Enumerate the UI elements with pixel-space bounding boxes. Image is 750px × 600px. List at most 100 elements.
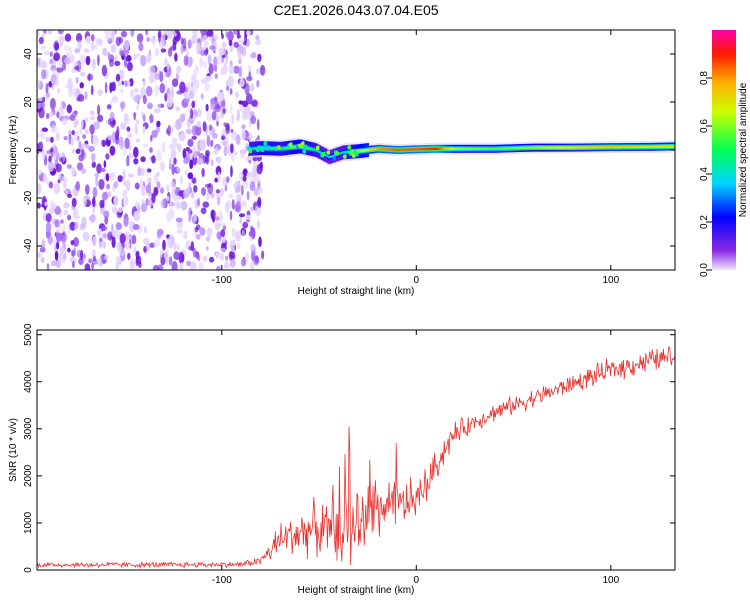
ridge-core [489,147,491,150]
ridge-core [480,147,482,150]
noise-speckle [202,255,208,262]
noise-speckle [113,181,119,189]
noise-speckle [37,143,41,155]
ridge-core [654,145,656,148]
noise-speckle [46,113,50,119]
noise-speckle [198,261,204,270]
noise-speckle [202,201,210,208]
noise-speckle [63,202,70,209]
ridge-core [364,149,367,152]
noise-speckle [118,250,125,257]
noise-speckle [81,118,84,129]
noise-speckle [228,193,234,199]
noise-speckle [40,45,46,50]
noise-speckle [143,226,147,232]
noise-speckle [96,163,102,174]
noise-speckle [100,240,105,248]
ridge-core [492,147,494,150]
noise-speckle [203,60,207,70]
ridge-core [652,145,655,148]
noise-speckle [208,124,213,131]
noise-speckle [198,153,204,160]
noise-speckle [107,191,112,198]
ridge-core [441,147,443,150]
noise-speckle [179,262,184,270]
noise-speckle [197,254,201,262]
ridge-core [376,147,379,151]
noise-speckle [49,97,56,110]
ridge-core [367,148,370,152]
noise-speckle [111,206,118,214]
noise-speckle [214,73,218,79]
noise-speckle [187,39,192,49]
noise-speckle [191,100,196,109]
noise-speckle [37,57,41,67]
noise-speckle [167,124,171,137]
ridge-core [561,146,563,149]
ridge-core [640,145,643,149]
noise-speckle [151,155,156,164]
ridge-core [552,146,554,149]
ridge-core [445,147,448,150]
ridge-core [672,145,674,148]
noise-speckle [82,232,89,240]
noise-speckle [235,200,242,213]
noise-speckle [124,137,130,149]
noise-speckle [110,44,117,53]
ridge-core [295,145,298,149]
noise-speckle [229,45,233,52]
noise-speckle [88,145,95,152]
ridge-core [339,152,341,155]
noise-speckle [206,246,209,251]
x-tick-label: 0 [414,275,420,286]
noise-speckle [247,64,252,72]
ridge-blob [261,145,267,151]
noise-speckle [187,172,194,180]
ridge-core [390,148,392,151]
noise-speckle [135,250,140,261]
colorbar-label: Normalized spectral amplitude [738,82,749,217]
ridge-core [255,147,257,150]
ridge-core [415,148,418,151]
noise-speckle [149,147,153,153]
noise-speckle [205,236,211,242]
noise-speckle [187,149,193,154]
noise-speckle [45,221,52,233]
noise-speckle [50,136,54,143]
noise-speckle [241,100,249,108]
noise-speckle [152,37,156,48]
noise-speckle [206,110,212,122]
ridge-core [576,146,578,149]
noise-speckle [99,237,103,243]
noise-speckle [79,82,84,89]
ridge-core [504,147,506,150]
snr-series-line [37,346,675,570]
noise-speckle [214,104,221,113]
noise-speckle [225,200,233,209]
noise-speckle [71,130,75,136]
ridge-core [643,145,646,149]
noise-speckle [179,175,183,184]
noise-speckle [76,162,84,171]
ridge-core [469,147,472,150]
ridge-core [393,148,395,151]
noise-speckle [145,30,149,36]
noise-speckle [259,64,266,76]
ridge-layer [246,137,675,167]
ridge-core [303,146,305,149]
noise-speckle [211,129,215,137]
y-tick-label: 0 [23,147,34,153]
ridge-core [283,147,286,150]
noise-speckle [66,164,72,169]
noise-speckle [242,221,249,229]
x-tick-label: -100 [212,275,232,286]
noise-speckle [252,172,256,177]
noise-speckle [156,181,161,189]
noise-speckle [250,115,257,125]
noise-speckle [154,187,159,196]
noise-speckle [256,79,260,88]
ridge-core [442,147,445,150]
noise-speckle [246,76,253,82]
noise-speckle [63,136,68,141]
noise-speckle [187,138,194,147]
